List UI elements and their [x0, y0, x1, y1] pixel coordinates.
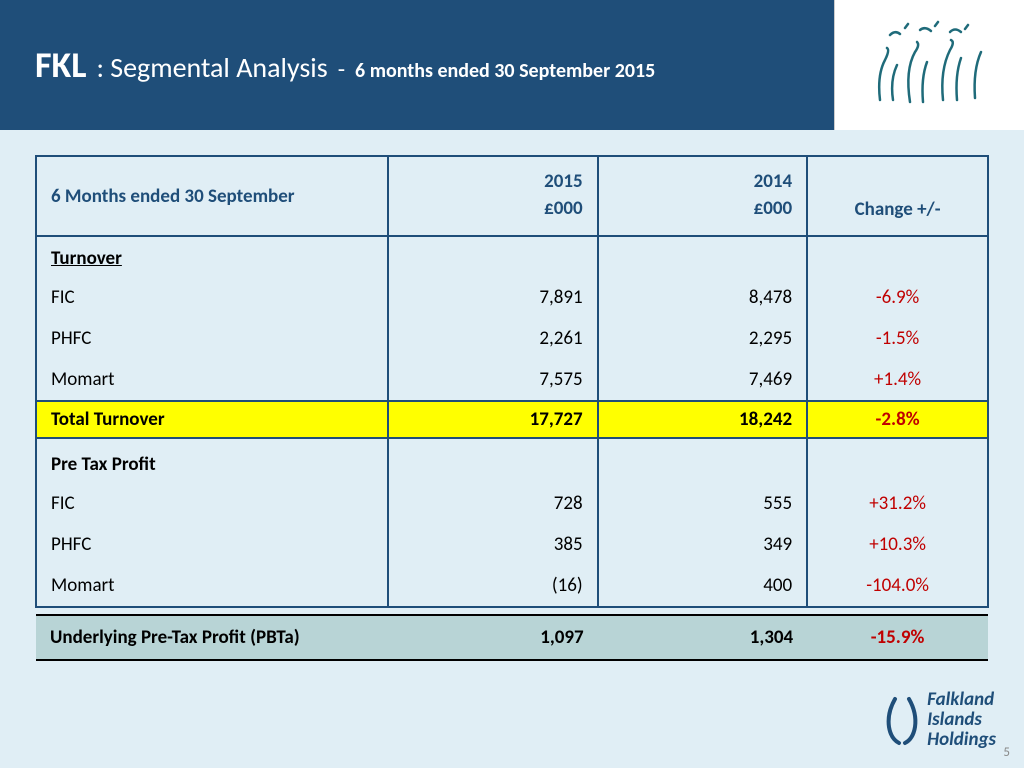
col-header-change: Change +/-	[807, 156, 988, 236]
table-row	[36, 607, 988, 615]
table-row: Turnover	[36, 236, 988, 277]
brand-line1: Falkland	[927, 690, 996, 710]
slide-header: FKL : Segmental Analysis - 6 months ende…	[0, 0, 1024, 130]
table-row: PHFC385349+10.3%	[36, 524, 988, 565]
table-row: FIC728555+31.2%	[36, 483, 988, 524]
table-row: PHFC2,2612,295-1.5%	[36, 318, 988, 359]
footer-brand: Falkland Islands Holdings	[883, 690, 996, 750]
table-row: Total Turnover17,72718,242-2.8%	[36, 401, 988, 438]
page-number: 5	[1003, 745, 1010, 760]
segmental-table: 6 Months ended 30 September 2015 £000 20…	[35, 155, 989, 661]
table-row: Momart(16)400-104.0%	[36, 565, 988, 607]
title-dash: -	[338, 55, 345, 84]
table-container: 6 Months ended 30 September 2015 £000 20…	[0, 130, 1024, 661]
title-sub: : Segmental Analysis	[96, 50, 327, 85]
title-main: FKL	[35, 43, 86, 87]
brand-line3: Holdings	[927, 730, 996, 750]
col-header-label: 6 Months ended 30 September	[36, 156, 388, 236]
penguins-icon	[865, 20, 995, 110]
table-row: Underlying Pre-Tax Profit (PBTa)1,0971,3…	[36, 615, 988, 660]
col-header-2015: 2015 £000	[388, 156, 597, 236]
title-period: 6 months ended 30 September 2015	[355, 59, 655, 83]
table-row: FIC7,8918,478-6.9%	[36, 277, 988, 318]
header-logo-box	[834, 0, 1024, 130]
table-row: Pre Tax Profit	[36, 438, 988, 483]
col-header-2014: 2014 £000	[598, 156, 807, 236]
brand-text: Falkland Islands Holdings	[927, 690, 996, 750]
brand-line2: Islands	[927, 710, 996, 730]
title-block: FKL : Segmental Analysis - 6 months ende…	[35, 43, 655, 87]
brand-mark-icon	[883, 693, 921, 747]
table-header-row: 6 Months ended 30 September 2015 £000 20…	[36, 156, 988, 236]
table-row: Momart7,5757,469+1.4%	[36, 359, 988, 401]
